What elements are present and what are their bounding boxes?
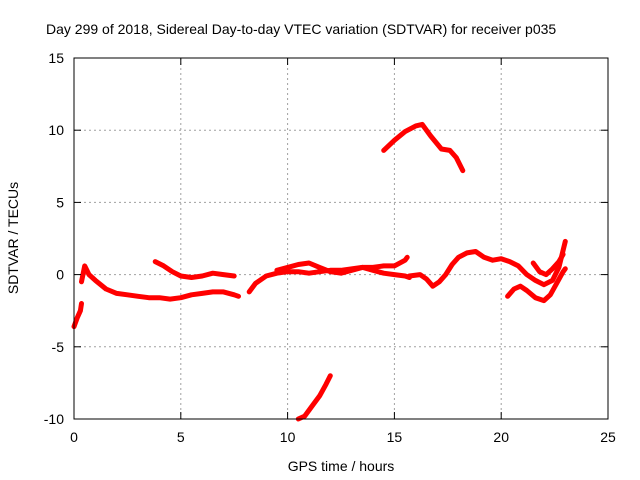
series-segment-5: [274, 260, 412, 280]
x-tick-label: 25: [600, 429, 616, 445]
series-segment-3: [152, 259, 237, 280]
chart-title: Day 299 of 2018, Sidereal Day-to-day VTE…: [46, 21, 556, 37]
series-segment-8: [406, 238, 568, 289]
data-series: [71, 121, 568, 422]
plot-frame: [73, 57, 609, 420]
y-tick-label: 5: [56, 194, 64, 210]
x-tick-label: 15: [387, 429, 403, 445]
x-tick-label: 20: [493, 429, 509, 445]
y-tick-label: 10: [48, 122, 64, 138]
y-tick-label: -10: [44, 411, 64, 427]
x-tick-label: 5: [177, 429, 185, 445]
series-segment-7: [381, 121, 466, 174]
y-axis-label: SDTVAR / TECUs: [5, 182, 21, 294]
y-tick-label: 15: [48, 50, 64, 66]
x-tick-label: 0: [70, 429, 78, 445]
series-segment-10: [530, 251, 566, 278]
axis-ticks: 0 5 10 15 20 25 -10 -5 0 5 10 15: [44, 50, 616, 445]
x-axis-label: GPS time / hours: [288, 458, 395, 474]
series-segment-2: [79, 263, 241, 302]
y-tick-label: -5: [52, 339, 65, 355]
series-segment-6: [295, 373, 333, 422]
series-segment-9: [505, 266, 568, 304]
y-tick-label: 0: [56, 267, 64, 283]
grid: [74, 58, 608, 419]
series-segment-1: [71, 301, 84, 330]
x-tick-label: 10: [280, 429, 296, 445]
